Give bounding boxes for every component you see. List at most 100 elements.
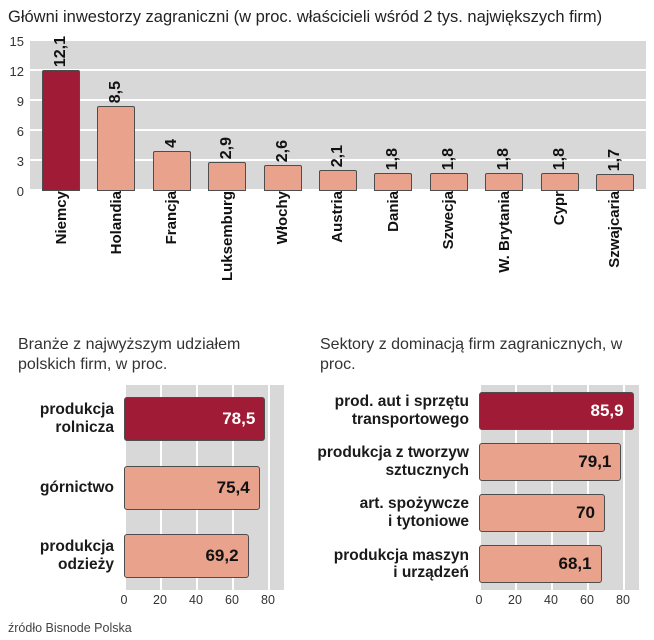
bottom-right-title: Sektory z dominacją firm zagranicznych, … (314, 335, 644, 375)
bottom-charts-row: Branże z najwyższym udziałem polskich fi… (0, 335, 654, 611)
category-label: Austria (329, 191, 346, 243)
category-label: Szwajcaria (606, 191, 623, 268)
y-tick-label: 3 (17, 155, 24, 169)
y-axis: 03691215 (0, 41, 30, 191)
bar-Włochy (264, 165, 302, 191)
category-label: Niemcy (53, 191, 70, 244)
category-label: Włochy (274, 191, 291, 244)
hbar-value-label: 68,1 (480, 546, 601, 582)
category-label: Dania (385, 191, 402, 232)
y-tick-label: 15 (10, 35, 24, 49)
hbar-value-label: 75,4 (125, 467, 259, 509)
bar-value-label: 1,8 (384, 148, 402, 170)
category-cell: Austria (319, 191, 357, 309)
page-title: Główni inwestorzy zagraniczni (w proc. w… (0, 0, 654, 27)
bar-value-label: 4 (163, 139, 181, 148)
bar-value-label: 2,9 (218, 137, 236, 159)
bar-column: 1,8 (374, 148, 412, 191)
row-label: prod. aut i sprzętu transportowego (314, 385, 479, 436)
x-tick-label: 60 (580, 593, 594, 607)
hbar-value-label: 78,5 (125, 398, 264, 440)
category-label: W. Brytania (496, 191, 513, 273)
bar-value-label: 1,8 (551, 148, 569, 170)
category-label: Szwecja (440, 191, 457, 249)
row-label: produkcja z tworzyw sztucznych (314, 436, 479, 487)
bar-value-label: 8,5 (107, 81, 125, 103)
x-category-labels: Niemcy Holandia Francja Luksemburg Włochy Aus… (30, 191, 646, 309)
category-label: Holandia (108, 191, 125, 254)
category-cell: Niemcy (42, 191, 80, 309)
bottom-left-plot-area: 78,5 75,4 69,2 (124, 385, 284, 590)
bar-Szwajcaria (596, 174, 634, 191)
row-label: produkcja maszyn i urządzeń (314, 539, 479, 590)
bar-column: 4 (153, 139, 191, 191)
bar-column: 2,1 (319, 145, 357, 191)
top-chart: 03691215 12,18,542,92,62,11,81,81,81,81,… (0, 41, 654, 309)
x-tick-label: 60 (225, 593, 239, 607)
bar-column: 1,8 (541, 148, 579, 191)
row-label: produkcja odzieży (12, 522, 124, 590)
bar-value-label: 1,8 (495, 148, 513, 170)
bar-value-label: 1,8 (440, 148, 458, 170)
row-label: górnictwo (12, 453, 124, 521)
bar-Luksemburg (208, 162, 246, 191)
bar-value-label: 2,6 (274, 140, 292, 162)
hbar-value-label: 70 (480, 495, 604, 531)
category-cell: Włochy (264, 191, 302, 309)
bar-value-label: 1,7 (606, 149, 624, 171)
bars-container: 12,18,542,92,62,11,81,81,81,81,7 (30, 41, 646, 191)
x-tick-label: 0 (476, 593, 483, 607)
hbar-row-3: 68,1 (479, 545, 602, 583)
category-cell: Holandia (97, 191, 135, 309)
bar-column: 1,8 (485, 148, 523, 191)
hbar-value-label: 79,1 (480, 444, 620, 480)
category-label: Cypr (551, 191, 568, 225)
bar-value-label: 2,1 (329, 145, 347, 167)
y-tick-label: 0 (17, 185, 24, 199)
row-label: produkcja rolnicza (12, 385, 124, 453)
bar-Szwecja (430, 173, 468, 191)
bar-Francja (153, 151, 191, 191)
hbar-value-label: 85,9 (480, 393, 633, 429)
bottom-left-x-ticks: 020406080 (124, 593, 284, 611)
x-tick-label: 20 (153, 593, 167, 607)
category-cell: W. Brytania (485, 191, 523, 309)
bottom-right-chart: Sektory z dominacją firm zagranicznych, … (314, 335, 644, 611)
bottom-right-plot-area: 85,9 79,1 70 68,1 (479, 385, 639, 590)
category-cell: Francja (153, 191, 191, 309)
source-note: źródło Bisnode Polska (8, 621, 654, 635)
bar-column: 1,8 (430, 148, 468, 191)
x-tick-label: 0 (121, 593, 128, 607)
hbar-row-0: 78,5 (124, 397, 265, 441)
bottom-right-x-ticks: 0 20 40 60 80 (479, 593, 639, 611)
hbar-row-2: 70 (479, 494, 605, 532)
category-cell: Luksemburg (208, 191, 246, 309)
bar-column: 12,1 (42, 36, 80, 191)
hbar-row-1: 75,4 (124, 466, 260, 510)
bar-column: 8,5 (97, 81, 135, 191)
bar-W. Brytania (485, 173, 523, 191)
bottom-left-chart: Branże z najwyższym udziałem polskich fi… (12, 335, 300, 611)
category-cell: Cypr (541, 191, 579, 309)
x-tick-label: 40 (189, 593, 203, 607)
x-tick-label: 40 (544, 593, 558, 607)
bar-Niemcy (42, 70, 80, 191)
top-plot-area: 12,18,542,92,62,11,81,81,81,81,7 (30, 41, 646, 191)
bar-Austria (319, 170, 357, 191)
hbar-value-label: 69,2 (125, 535, 248, 577)
y-tick-label: 6 (17, 125, 24, 139)
category-cell: Dania (374, 191, 412, 309)
bottom-left-title: Branże z najwyższym udziałem polskich fi… (12, 335, 300, 375)
bar-column: 2,9 (208, 137, 246, 191)
hbar-row-1: 79,1 (479, 443, 621, 481)
bar-column: 1,7 (596, 149, 634, 191)
hbar-row-2: 69,2 (124, 534, 249, 578)
category-label: Francja (163, 191, 180, 244)
bar-Dania (374, 173, 412, 191)
y-tick-label: 12 (10, 65, 24, 79)
y-tick-label: 9 (17, 95, 24, 109)
category-label: Luksemburg (219, 191, 236, 281)
x-tick-label: 80 (616, 593, 630, 607)
x-tick-label: 20 (508, 593, 522, 607)
bottom-right-labels: prod. aut i sprzętu transportowegoproduk… (314, 385, 479, 611)
